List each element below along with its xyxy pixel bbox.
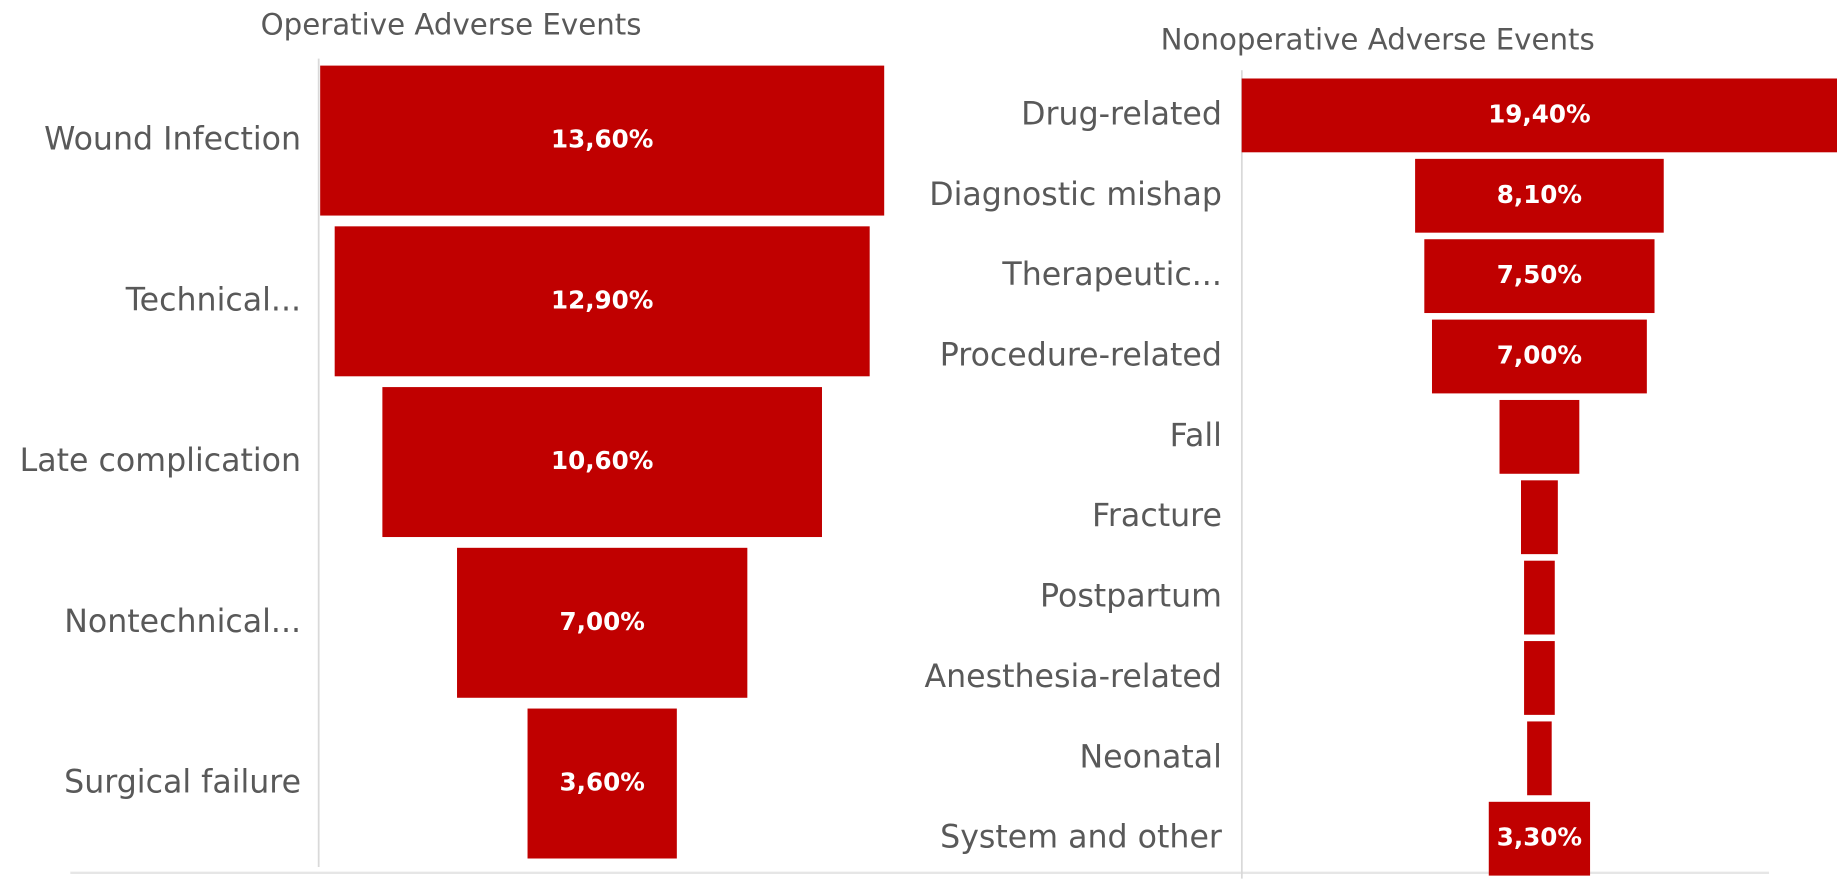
value-label: 7,50% bbox=[1497, 260, 1582, 289]
category-label: Fall bbox=[1170, 418, 1222, 454]
funnel-bar bbox=[1499, 399, 1580, 474]
value-label: 12,90% bbox=[551, 285, 653, 314]
chart-title: Nonoperative Adverse Events bbox=[1161, 23, 1595, 57]
category-label: Late complication bbox=[20, 443, 301, 479]
category-label: Wound Infection bbox=[44, 122, 301, 158]
funnel-bar bbox=[320, 65, 885, 216]
category-label: Surgical failure bbox=[64, 765, 301, 801]
category-label: Drug-related bbox=[1021, 96, 1222, 132]
category-label: Therapeutic... bbox=[1001, 257, 1222, 293]
funnel-bar bbox=[1415, 158, 1664, 233]
value-label: 8,10% bbox=[1497, 180, 1582, 209]
category-label: System and other bbox=[940, 820, 1222, 856]
value-label: 19,40% bbox=[1488, 99, 1590, 128]
funnel-bar bbox=[1424, 239, 1655, 314]
value-label: 3,30% bbox=[1497, 823, 1582, 852]
category-label: Neonatal bbox=[1079, 739, 1221, 775]
value-label: 10,60% bbox=[551, 446, 653, 475]
funnel-bar bbox=[527, 708, 677, 859]
category-label: Anesthesia-related bbox=[924, 659, 1221, 695]
category-label: Procedure-related bbox=[940, 338, 1222, 374]
value-label: 7,00% bbox=[1497, 341, 1582, 370]
funnel-bar bbox=[1524, 560, 1555, 635]
funnel-bar bbox=[457, 547, 748, 698]
value-label: 3,60% bbox=[560, 768, 645, 797]
category-label: Nontechnical... bbox=[64, 604, 301, 640]
category-label: Diagnostic mishap bbox=[929, 177, 1222, 213]
funnel-bar bbox=[1241, 78, 1837, 153]
value-label: 7,00% bbox=[560, 607, 645, 636]
funnel-bar bbox=[1524, 641, 1555, 715]
category-label: Fracture bbox=[1092, 498, 1222, 534]
category-label: Technical... bbox=[125, 282, 301, 318]
funnel-bar bbox=[1488, 801, 1591, 876]
category-label: Postpartum bbox=[1040, 579, 1222, 615]
funnel-bar bbox=[1527, 721, 1552, 796]
funnel-bar bbox=[334, 226, 870, 377]
funnel-bar bbox=[1521, 480, 1558, 555]
value-label: 13,60% bbox=[551, 125, 653, 154]
funnel-bar bbox=[382, 387, 822, 538]
funnel-bar bbox=[1431, 319, 1647, 394]
chart-title: Operative Adverse Events bbox=[261, 7, 642, 41]
